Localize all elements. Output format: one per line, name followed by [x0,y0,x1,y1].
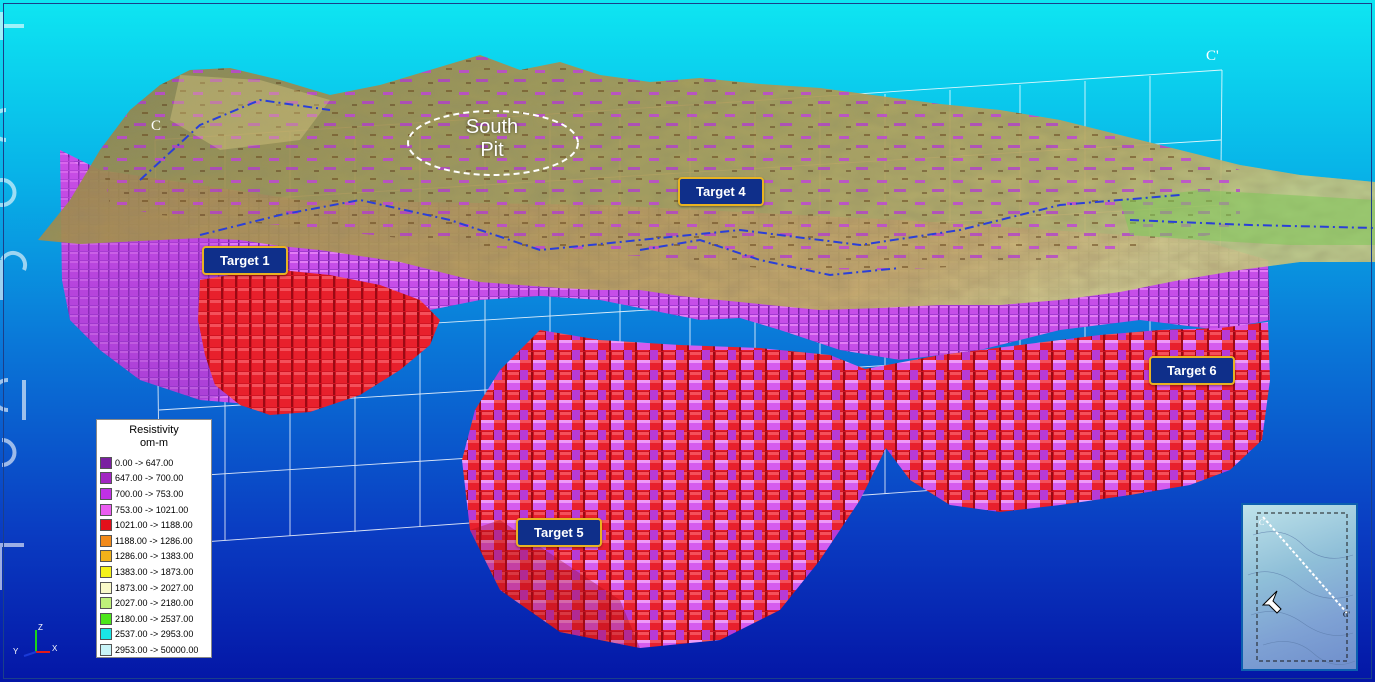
location-minimap[interactable]: C C' [1241,503,1358,671]
legend-range-label: 2027.00 -> 2180.00 [115,598,194,609]
section-start-label: C [151,118,162,134]
legend-range-label: 1873.00 -> 2027.00 [115,582,194,593]
legend-item: 2953.00 -> 50000.00 [97,642,211,658]
minimap-boundary [1256,512,1348,662]
legend-range-label: 1188.00 -> 1286.00 [115,535,193,546]
legend-rows: 0.00 -> 647.00 647.00 -> 700.00 700.00 -> … [97,455,211,658]
minimap-pointer-icon [1261,590,1282,614]
minimap-label-cp: C' [1343,610,1350,619]
red-body-target-5 [462,330,900,648]
legend-item: 2180.00 -> 2537.00 [97,611,211,627]
legend-swatch [100,597,112,610]
legend-range-label: 700.00 -> 753.00 [115,488,184,499]
boundary-lines [139,98,1375,277]
legend-item: 700.00 -> 753.00 [97,486,211,502]
legend-item: 1188.00 -> 1286.00 [97,533,211,549]
legend-item: 0.00 -> 647.00 [97,455,211,471]
legend-item: 2027.00 -> 2180.00 [97,595,211,611]
legend-range-label: 2180.00 -> 2537.00 [115,613,194,624]
legend-item: 753.00 -> 1021.00 [97,502,211,518]
terrain-texture [100,55,1240,270]
legend-swatch [100,456,112,469]
legend-swatch [100,581,112,594]
legend-title: Resistivity [129,424,179,436]
axis-y-label: Y [13,647,19,656]
legend-swatch [100,503,112,516]
terrain-green-patch [1120,190,1375,245]
legend-item: 1873.00 -> 2027.00 [97,580,211,596]
legend-range-label: 1021.00 -> 1188.00 [115,520,193,531]
axis-triad: Z X Y [13,623,58,657]
legend-range-label: 1286.00 -> 1383.00 [115,551,194,562]
section-end-label: C' [1206,48,1219,64]
legend-item: 1021.00 -> 1188.00 [97,517,211,533]
legend-item: 647.00 -> 700.00 [97,471,211,487]
legend-range-label: 647.00 -> 700.00 [115,473,184,484]
terrain-ridge-highlight [170,75,330,150]
legend-swatch [100,628,112,641]
axis-x-label: X [52,644,58,653]
legend-swatch [100,565,112,578]
legend-range-label: 2537.00 -> 2953.00 [115,629,194,640]
legend-swatch [100,472,112,485]
target-1-label[interactable]: Target 1 [202,246,288,275]
legend-range-label: 0.00 -> 647.00 [115,457,174,468]
minimap-section-line [1262,516,1348,614]
legend-item: 2537.00 -> 2953.00 [97,627,211,643]
resistivity-legend: Resistivity om-m 0.00 -> 647.00 647.00 ->… [96,419,212,658]
target-4-label[interactable]: Target 4 [678,177,764,206]
red-body-target-1 [198,270,440,415]
red-body-target-5-shade [470,520,640,648]
watermark [0,12,28,590]
legend-range-label: 1383.00 -> 1873.00 [115,566,194,577]
legend-swatch [100,534,112,547]
legend-range-label: 753.00 -> 1021.00 [115,504,189,515]
legend-range-label: 2953.00 -> 50000.00 [115,644,199,655]
legend-swatch [100,612,112,625]
target-6-label[interactable]: Target 6 [1149,356,1235,385]
target-5-label[interactable]: Target 5 [516,518,602,547]
legend-swatch [100,550,112,563]
legend-swatch [100,487,112,500]
axis-z-label: Z [38,623,43,632]
south-pit-label-line-2: Pit [480,139,504,161]
south-pit-label: South Pit [432,116,552,162]
south-pit-outline [407,110,579,176]
legend-item: 1383.00 -> 1873.00 [97,564,211,580]
legend-swatch [100,519,112,532]
legend-swatch [100,643,112,656]
legend-units: om-m [139,437,169,449]
legend-item: 1286.00 -> 1383.00 [97,549,211,565]
minimap-label-c: C [1259,518,1264,527]
south-pit-label-line-1: South [465,116,519,138]
